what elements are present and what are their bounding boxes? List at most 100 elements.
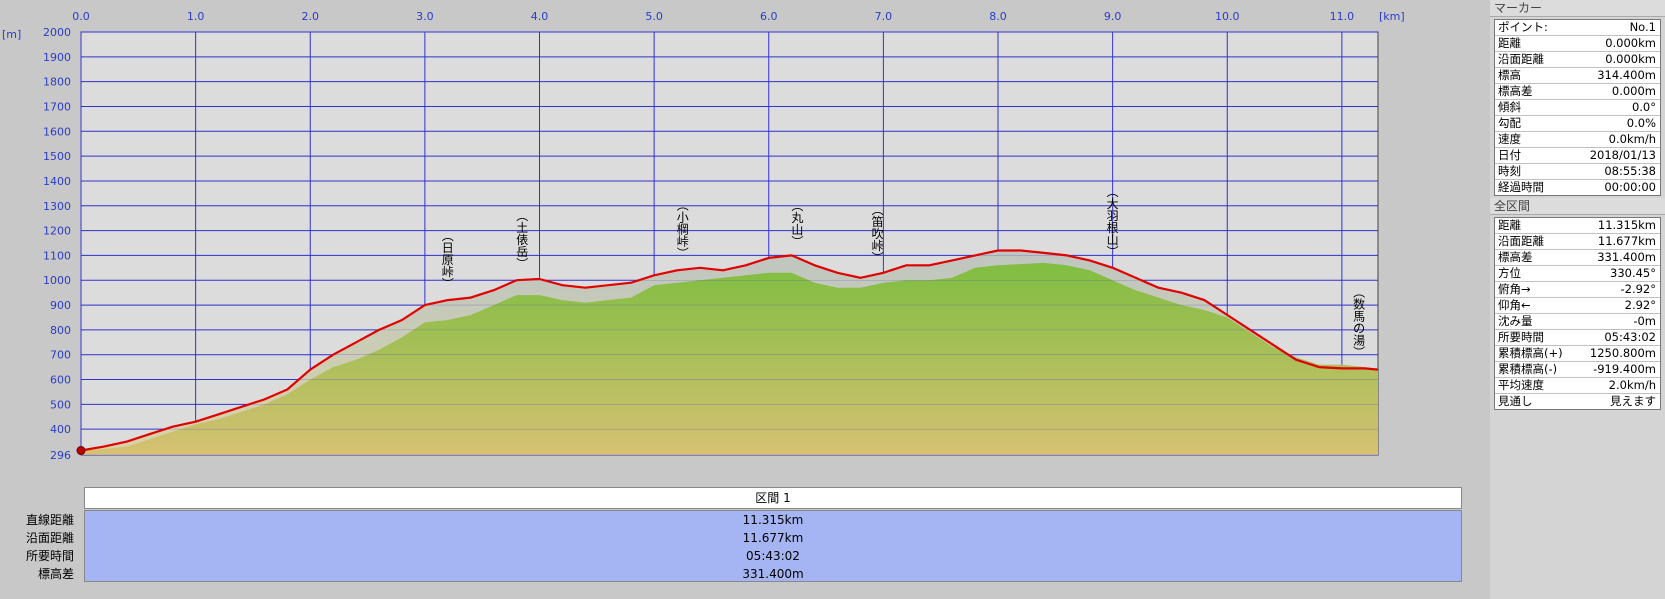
segment-row-label: 所要時間 [25, 549, 74, 563]
total-key: 距離 [1498, 218, 1521, 232]
total-key: 標高差 [1498, 250, 1533, 264]
total-key: 所要時間 [1498, 330, 1544, 344]
marker-row: 勾配 0.0% [1495, 116, 1660, 132]
marker-row: 標高差 0.000m [1495, 84, 1660, 100]
total-value: -919.400m [1593, 362, 1656, 376]
marker-value: 00:00:00 [1604, 180, 1656, 194]
marker-value: 314.400m [1597, 68, 1656, 82]
x-tick-label: 9.0 [1104, 10, 1122, 23]
y-tick-label: 400 [50, 423, 71, 436]
total-value: 1250.800m [1589, 346, 1656, 360]
marker-key: 速度 [1498, 132, 1521, 146]
marker-value: 0.0% [1626, 116, 1656, 130]
x-tick-label: 3.0 [416, 10, 434, 23]
marker-table: ポイント: No.1 距離 0.000km 沿面距離 0.000km 標高 314.400m 標… [1494, 19, 1661, 196]
waypoint-label: ︵小棡峠︶ [677, 199, 689, 261]
marker-row: 標高 314.400m [1495, 68, 1660, 84]
total-row: 沿面距離 11.677km [1495, 234, 1660, 250]
y-tick-label: 1700 [43, 100, 71, 113]
marker-key: 沿面距離 [1498, 52, 1544, 66]
marker-key: 傾斜 [1498, 100, 1521, 114]
marker-key: 標高差 [1498, 84, 1533, 98]
start-point-marker [76, 446, 86, 456]
waypoint-label: ︵土俵岳︶ [516, 209, 528, 271]
total-row: 所要時間 05:43:02 [1495, 330, 1660, 346]
marker-key: 勾配 [1498, 116, 1521, 130]
x-tick-label: 7.0 [875, 10, 893, 23]
y-tick-label: 900 [50, 299, 71, 312]
y-tick-label: 1100 [43, 249, 71, 262]
waypoint-label: ︵大羽根山︶ [1107, 185, 1119, 259]
profile-svg[interactable]: 296 400 500 600 700 800 900 1000 1100 1200 1300 140… [0, 0, 1490, 599]
y-tick-label: 500 [50, 398, 71, 411]
x-tick-label: 4.0 [531, 10, 549, 23]
total-value: 見えます [1610, 394, 1656, 408]
marker-key: 標高 [1498, 68, 1521, 82]
waypoint-label: ︵笛吹峠︶ [872, 203, 884, 265]
total-panel-title: 全区間 [1490, 198, 1665, 215]
y-tick-label: 700 [50, 349, 71, 362]
total-value: 2.92° [1624, 298, 1656, 312]
y-unit-label: [m] [2, 28, 21, 41]
marker-key: 時刻 [1498, 164, 1521, 178]
segment-row-value: 331.400m [742, 567, 804, 581]
y-tick-label: 1300 [43, 200, 71, 213]
y-tick-label: 1800 [43, 76, 71, 89]
y-tick-label: 1000 [43, 274, 71, 287]
segment-row-label: 標高差 [37, 567, 74, 581]
total-row: 沈み量 -0m [1495, 314, 1660, 330]
total-value: 2.0km/h [1608, 378, 1656, 392]
elevation-profile-chart[interactable]: 296 400 500 600 700 800 900 1000 1100 1200 1300 140… [0, 0, 1490, 599]
marker-key: 経過時間 [1498, 180, 1544, 194]
total-value: 331.400m [1597, 250, 1656, 264]
marker-value: 0.0° [1631, 100, 1656, 114]
total-row: 平均速度 2.0km/h [1495, 378, 1660, 394]
total-key: 仰角← [1498, 298, 1531, 312]
total-value: 11.315km [1597, 218, 1656, 232]
x-tick-label: 8.0 [989, 10, 1007, 23]
marker-value: 0.000km [1605, 52, 1656, 66]
total-key: 見通し [1498, 394, 1533, 408]
marker-row: 距離 0.000km [1495, 36, 1660, 52]
marker-key: 日付 [1498, 148, 1521, 162]
y-tick-label: 1900 [43, 51, 71, 64]
y-tick-label: 1400 [43, 175, 71, 188]
total-key: 累積標高(-) [1498, 362, 1558, 376]
marker-key: ポイント: [1498, 20, 1548, 34]
x-tick-label: 6.0 [760, 10, 778, 23]
segment-values: 11.315km 11.677km 05:43:02 331.400m [84, 510, 1462, 582]
marker-row: 経過時間 00:00:00 [1495, 180, 1660, 195]
marker-row: 沿面距離 0.000km [1495, 52, 1660, 68]
total-key: 平均速度 [1498, 378, 1544, 392]
total-row: 仰角← 2.92° [1495, 298, 1660, 314]
x-tick-label: 10.0 [1215, 10, 1240, 23]
segment-header: 区間 1 [84, 487, 1462, 509]
y-tick-label: 1200 [43, 225, 71, 238]
marker-value: 0.0km/h [1608, 132, 1656, 146]
marker-row: ポイント: No.1 [1495, 20, 1660, 36]
segment-row-label: 直線距離 [25, 513, 74, 527]
y-tick-label: 600 [50, 374, 71, 387]
total-row: 距離 11.315km [1495, 218, 1660, 234]
total-value: 330.45° [1610, 266, 1656, 280]
total-value: 05:43:02 [1604, 330, 1656, 344]
marker-value: 0.000km [1605, 36, 1656, 50]
total-row: 見通し 見えます [1495, 394, 1660, 409]
total-key: 沈み量 [1498, 314, 1533, 328]
marker-value: 08:55:38 [1604, 164, 1656, 178]
segment-row-labels: 直線距離 沿面距離 所要時間 標高差 [0, 511, 80, 583]
x-tick-label: 5.0 [645, 10, 663, 23]
waypoint-label: ︵数馬の湯︶ [1353, 285, 1365, 359]
y-tick-label: 2000 [43, 26, 71, 39]
total-row: 方位 330.45° [1495, 266, 1660, 282]
total-row: 累積標高(+) 1250.800m [1495, 346, 1660, 362]
waypoint-label: ︵丸山︶ [791, 199, 803, 249]
marker-row: 時刻 08:55:38 [1495, 164, 1660, 180]
total-key: 累積標高(+) [1498, 346, 1563, 360]
total-table: 距離 11.315km 沿面距離 11.677km 標高差 331.400m 方位 330.4… [1494, 217, 1661, 410]
info-panel: マーカー ポイント: No.1 距離 0.000km 沿面距離 0.000km 標高 314.… [1490, 0, 1665, 599]
y-tick-label: 296 [50, 449, 71, 462]
segment-row-value: 11.677km [742, 531, 804, 545]
total-key: 沿面距離 [1498, 234, 1544, 248]
x-tick-label: 1.0 [187, 10, 205, 23]
